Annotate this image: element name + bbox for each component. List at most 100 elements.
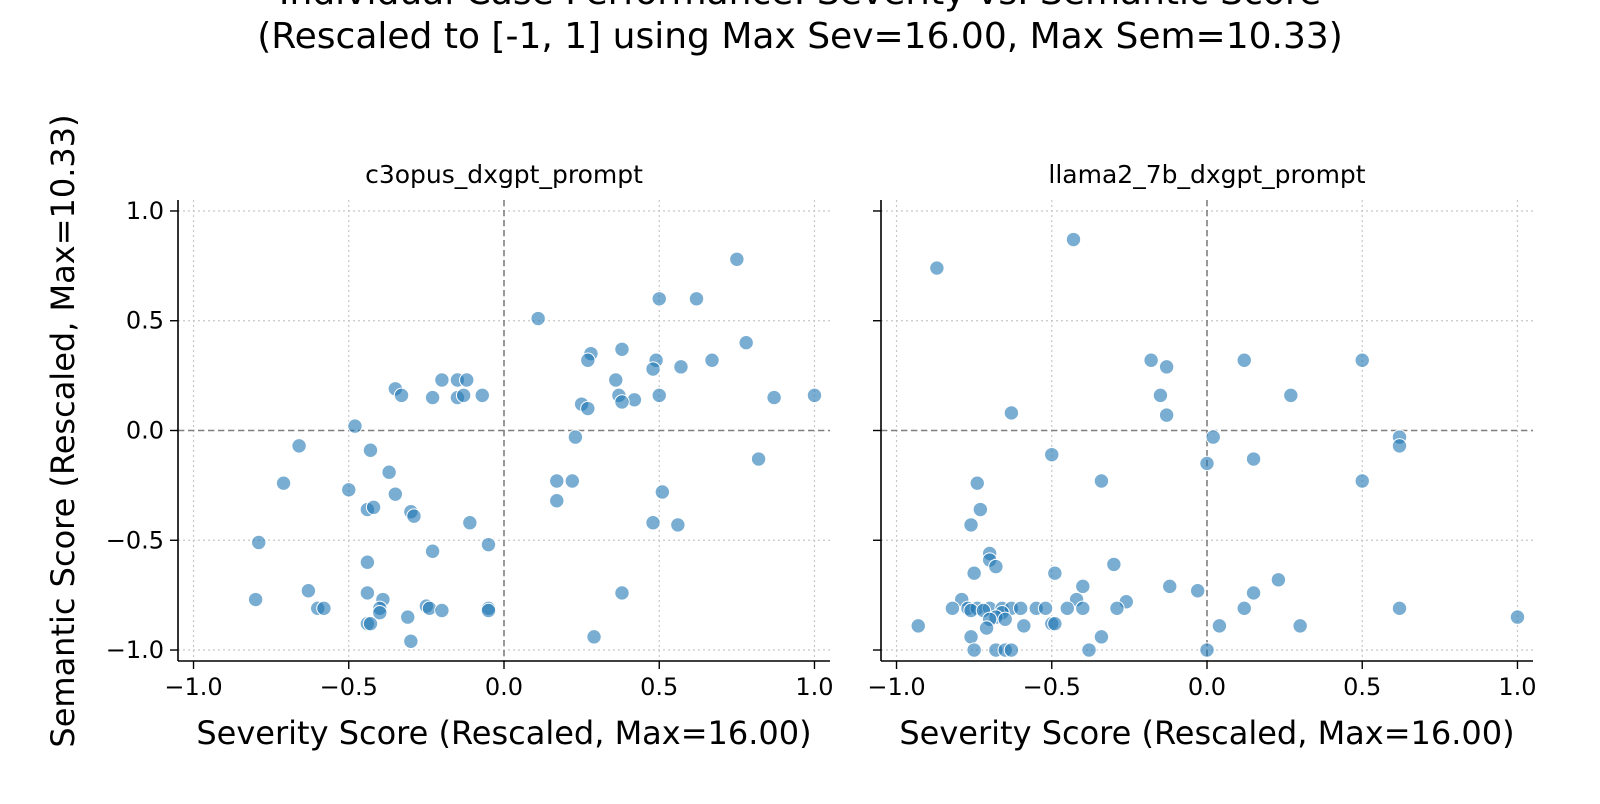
data-point <box>729 251 745 267</box>
y-tick-label: 0.0 <box>126 417 164 445</box>
data-point <box>564 473 581 489</box>
data-point <box>359 585 376 601</box>
data-point <box>549 493 565 509</box>
data-point <box>608 372 624 388</box>
data-point <box>1158 359 1175 375</box>
data-point <box>1075 600 1091 617</box>
data-point <box>966 642 982 658</box>
scatter-panel-2: −1.0 −0.5 0.0 0.5 1.0 llama2_7b_dxgpt_prompt S… <box>867 160 1536 752</box>
data-point <box>341 482 357 498</box>
data-point <box>1245 451 1262 467</box>
x-tick-label: −1.0 <box>867 673 925 701</box>
panel-title: c3opus_dxgpt_prompt <box>365 160 643 189</box>
data-point <box>1003 642 1020 658</box>
x-tick-label: −0.5 <box>320 673 378 701</box>
data-point <box>1037 600 1054 617</box>
data-point <box>738 334 754 351</box>
data-point <box>480 602 497 619</box>
data-point <box>459 372 475 388</box>
data-point <box>614 341 630 357</box>
x-tick-label: 0.5 <box>1343 673 1381 701</box>
data-point <box>1354 473 1370 489</box>
data-point <box>614 394 630 410</box>
data-point <box>988 558 1004 575</box>
data-point <box>455 387 472 404</box>
data-point <box>978 620 995 636</box>
figure-title-line1: Individual Case Performance: Severity vs… <box>279 0 1321 13</box>
data-point <box>1236 600 1252 617</box>
data-point <box>387 486 404 502</box>
data-point <box>1236 352 1252 368</box>
data-point <box>966 565 982 581</box>
x-axis-label: Severity Score (Rescaled, Max=16.00) <box>196 714 811 752</box>
data-point <box>670 517 686 533</box>
data-point <box>424 389 441 406</box>
data-point <box>654 484 671 500</box>
data-point <box>1013 600 1029 617</box>
x-tick-label: 0.0 <box>485 673 523 701</box>
data-point <box>1391 600 1408 617</box>
x-tick-label: 0.0 <box>1188 673 1226 701</box>
data-point <box>963 629 979 645</box>
scatter-panel-1: −1.0 −0.5 0.0 0.5 1.0 −1.0 −0.5 0.0 0.5 1.0 c3opus… <box>106 160 834 752</box>
data-point <box>1270 572 1287 588</box>
data-point <box>673 359 689 375</box>
data-point <box>1047 615 1063 632</box>
data-point <box>1093 473 1110 489</box>
x-tick-label: −0.5 <box>1023 673 1081 701</box>
data-point <box>362 442 379 458</box>
data-point <box>247 591 264 608</box>
data-point <box>910 618 926 634</box>
data-point <box>972 501 989 518</box>
data-point <box>750 451 767 467</box>
data-point <box>424 543 441 559</box>
data-point <box>1283 387 1299 404</box>
data-point <box>1205 429 1221 445</box>
data-point <box>393 387 410 404</box>
data-point <box>530 310 546 327</box>
data-point <box>365 499 382 516</box>
data-point <box>688 291 705 307</box>
data-point <box>372 605 388 621</box>
y-tick-label: 1.0 <box>126 197 164 225</box>
data-point <box>300 583 317 599</box>
data-point <box>347 418 363 434</box>
panel-title: llama2_7b_dxgpt_prompt <box>1048 160 1365 189</box>
data-point <box>1047 565 1063 581</box>
figure-title-line2: (Rescaled to [-1, 1] using Max Sev=16.00… <box>257 16 1343 57</box>
data-point <box>1059 600 1075 617</box>
data-point <box>969 475 985 491</box>
data-point <box>1509 609 1526 625</box>
data-point <box>580 352 596 368</box>
data-point <box>1044 446 1060 463</box>
chart-panels: −1.0 −0.5 0.0 0.5 1.0 −1.0 −0.5 0.0 0.5 1.0 c3opus… <box>106 160 1537 752</box>
data-point <box>434 372 450 388</box>
data-point <box>766 389 782 406</box>
data-point <box>580 400 596 417</box>
data-point <box>1152 387 1169 404</box>
x-tick-label: 0.5 <box>640 673 678 701</box>
data-point <box>480 536 497 553</box>
y-tick-label: −1.0 <box>106 636 164 664</box>
data-point <box>474 387 490 404</box>
data-point <box>381 464 397 480</box>
y-tick-label: −0.5 <box>106 526 164 554</box>
data-point <box>316 600 332 617</box>
data-point <box>549 473 565 489</box>
data-point <box>1162 578 1178 595</box>
data-point <box>1292 618 1308 634</box>
data-point <box>1093 629 1110 645</box>
data-point <box>963 517 979 533</box>
data-point <box>1211 618 1228 634</box>
data-point <box>403 633 419 649</box>
data-point <box>1158 407 1175 423</box>
x-tick-label: 1.0 <box>1498 673 1536 701</box>
data-point <box>359 554 376 570</box>
data-point <box>275 475 292 491</box>
data-point <box>406 508 422 524</box>
data-point <box>1016 618 1032 634</box>
data-point <box>651 387 667 404</box>
data-point <box>651 291 667 307</box>
data-point <box>997 611 1013 627</box>
data-point <box>645 361 661 377</box>
